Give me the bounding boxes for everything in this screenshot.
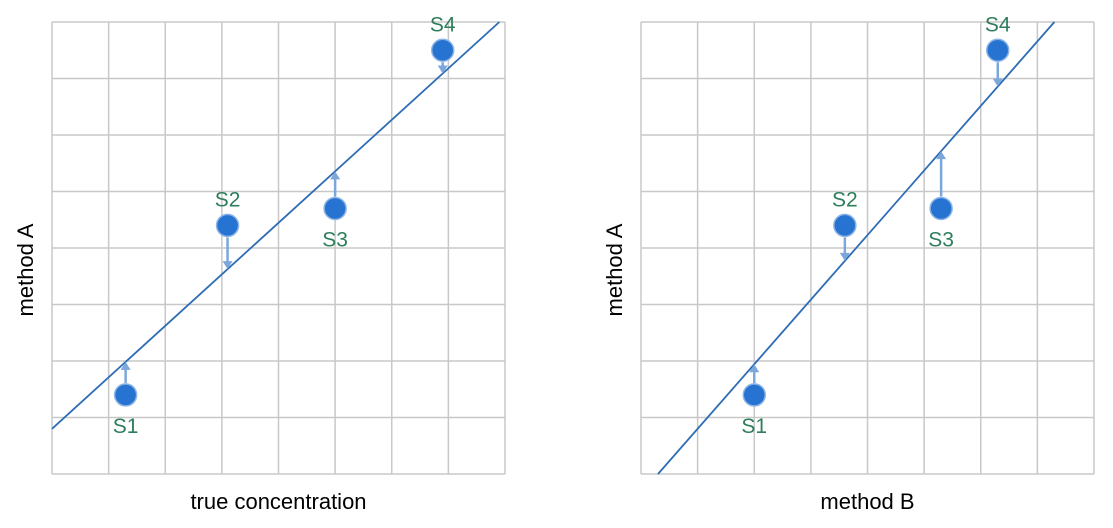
left-chart-x-axis-label: true concentration (190, 489, 366, 514)
right-chart-point-s2 (833, 213, 857, 238)
right-chart-point-s3 (929, 196, 953, 221)
left-chart-residual-arrowhead-s2 (222, 261, 233, 270)
left-chart-fit-line (51, 21, 500, 430)
right-chart-panel: S1 S2 S3 S4 method B method A (602, 13, 1095, 514)
right-chart-point-s1 (742, 383, 766, 407)
right-chart-marks: S1 S2 S3 S4 (741, 13, 1010, 438)
left-chart-grid (51, 21, 506, 475)
left-chart-panel: S1 S2 S3 S4 true concentration method A (13, 13, 506, 514)
right-chart-point-label-s4: S4 (985, 13, 1011, 36)
left-chart-residual-arrowhead-s4 (437, 65, 448, 74)
left-chart-point-s1 (113, 383, 138, 407)
left-chart-point-s3 (323, 196, 347, 221)
left-chart-y-axis-label: method A (13, 223, 38, 316)
left-chart-point-label-s2: S2 (215, 188, 241, 211)
left-chart-marks: S1 S2 S3 S4 (113, 13, 456, 438)
right-chart-point-label-s1: S1 (741, 415, 767, 438)
left-chart-residual-arrowhead-s3 (330, 171, 341, 180)
right-chart-x-axis-label: method B (820, 489, 914, 514)
left-chart-point-s2 (215, 213, 240, 238)
right-chart-grid (640, 21, 1095, 475)
left-chart-point-label-s3: S3 (322, 228, 348, 251)
right-chart-residual-arrowhead-s1 (749, 364, 760, 373)
right-chart-residual-arrowhead-s2 (839, 252, 850, 261)
right-chart-point-label-s2: S2 (832, 188, 858, 211)
left-chart-point-label-s4: S4 (430, 13, 456, 36)
right-chart-point-s4 (985, 38, 1010, 62)
right-chart-fit-line (657, 21, 1056, 475)
right-chart-residual-arrowhead-s3 (936, 151, 947, 160)
left-chart-point-label-s1: S1 (113, 415, 139, 438)
right-chart-point-label-s3: S3 (928, 228, 954, 251)
left-chart-point-s4 (430, 38, 455, 62)
right-chart-y-axis-label: method A (602, 223, 627, 316)
right-chart-residual-arrowhead-s4 (992, 78, 1003, 87)
left-chart-residual-arrowhead-s1 (120, 361, 131, 370)
